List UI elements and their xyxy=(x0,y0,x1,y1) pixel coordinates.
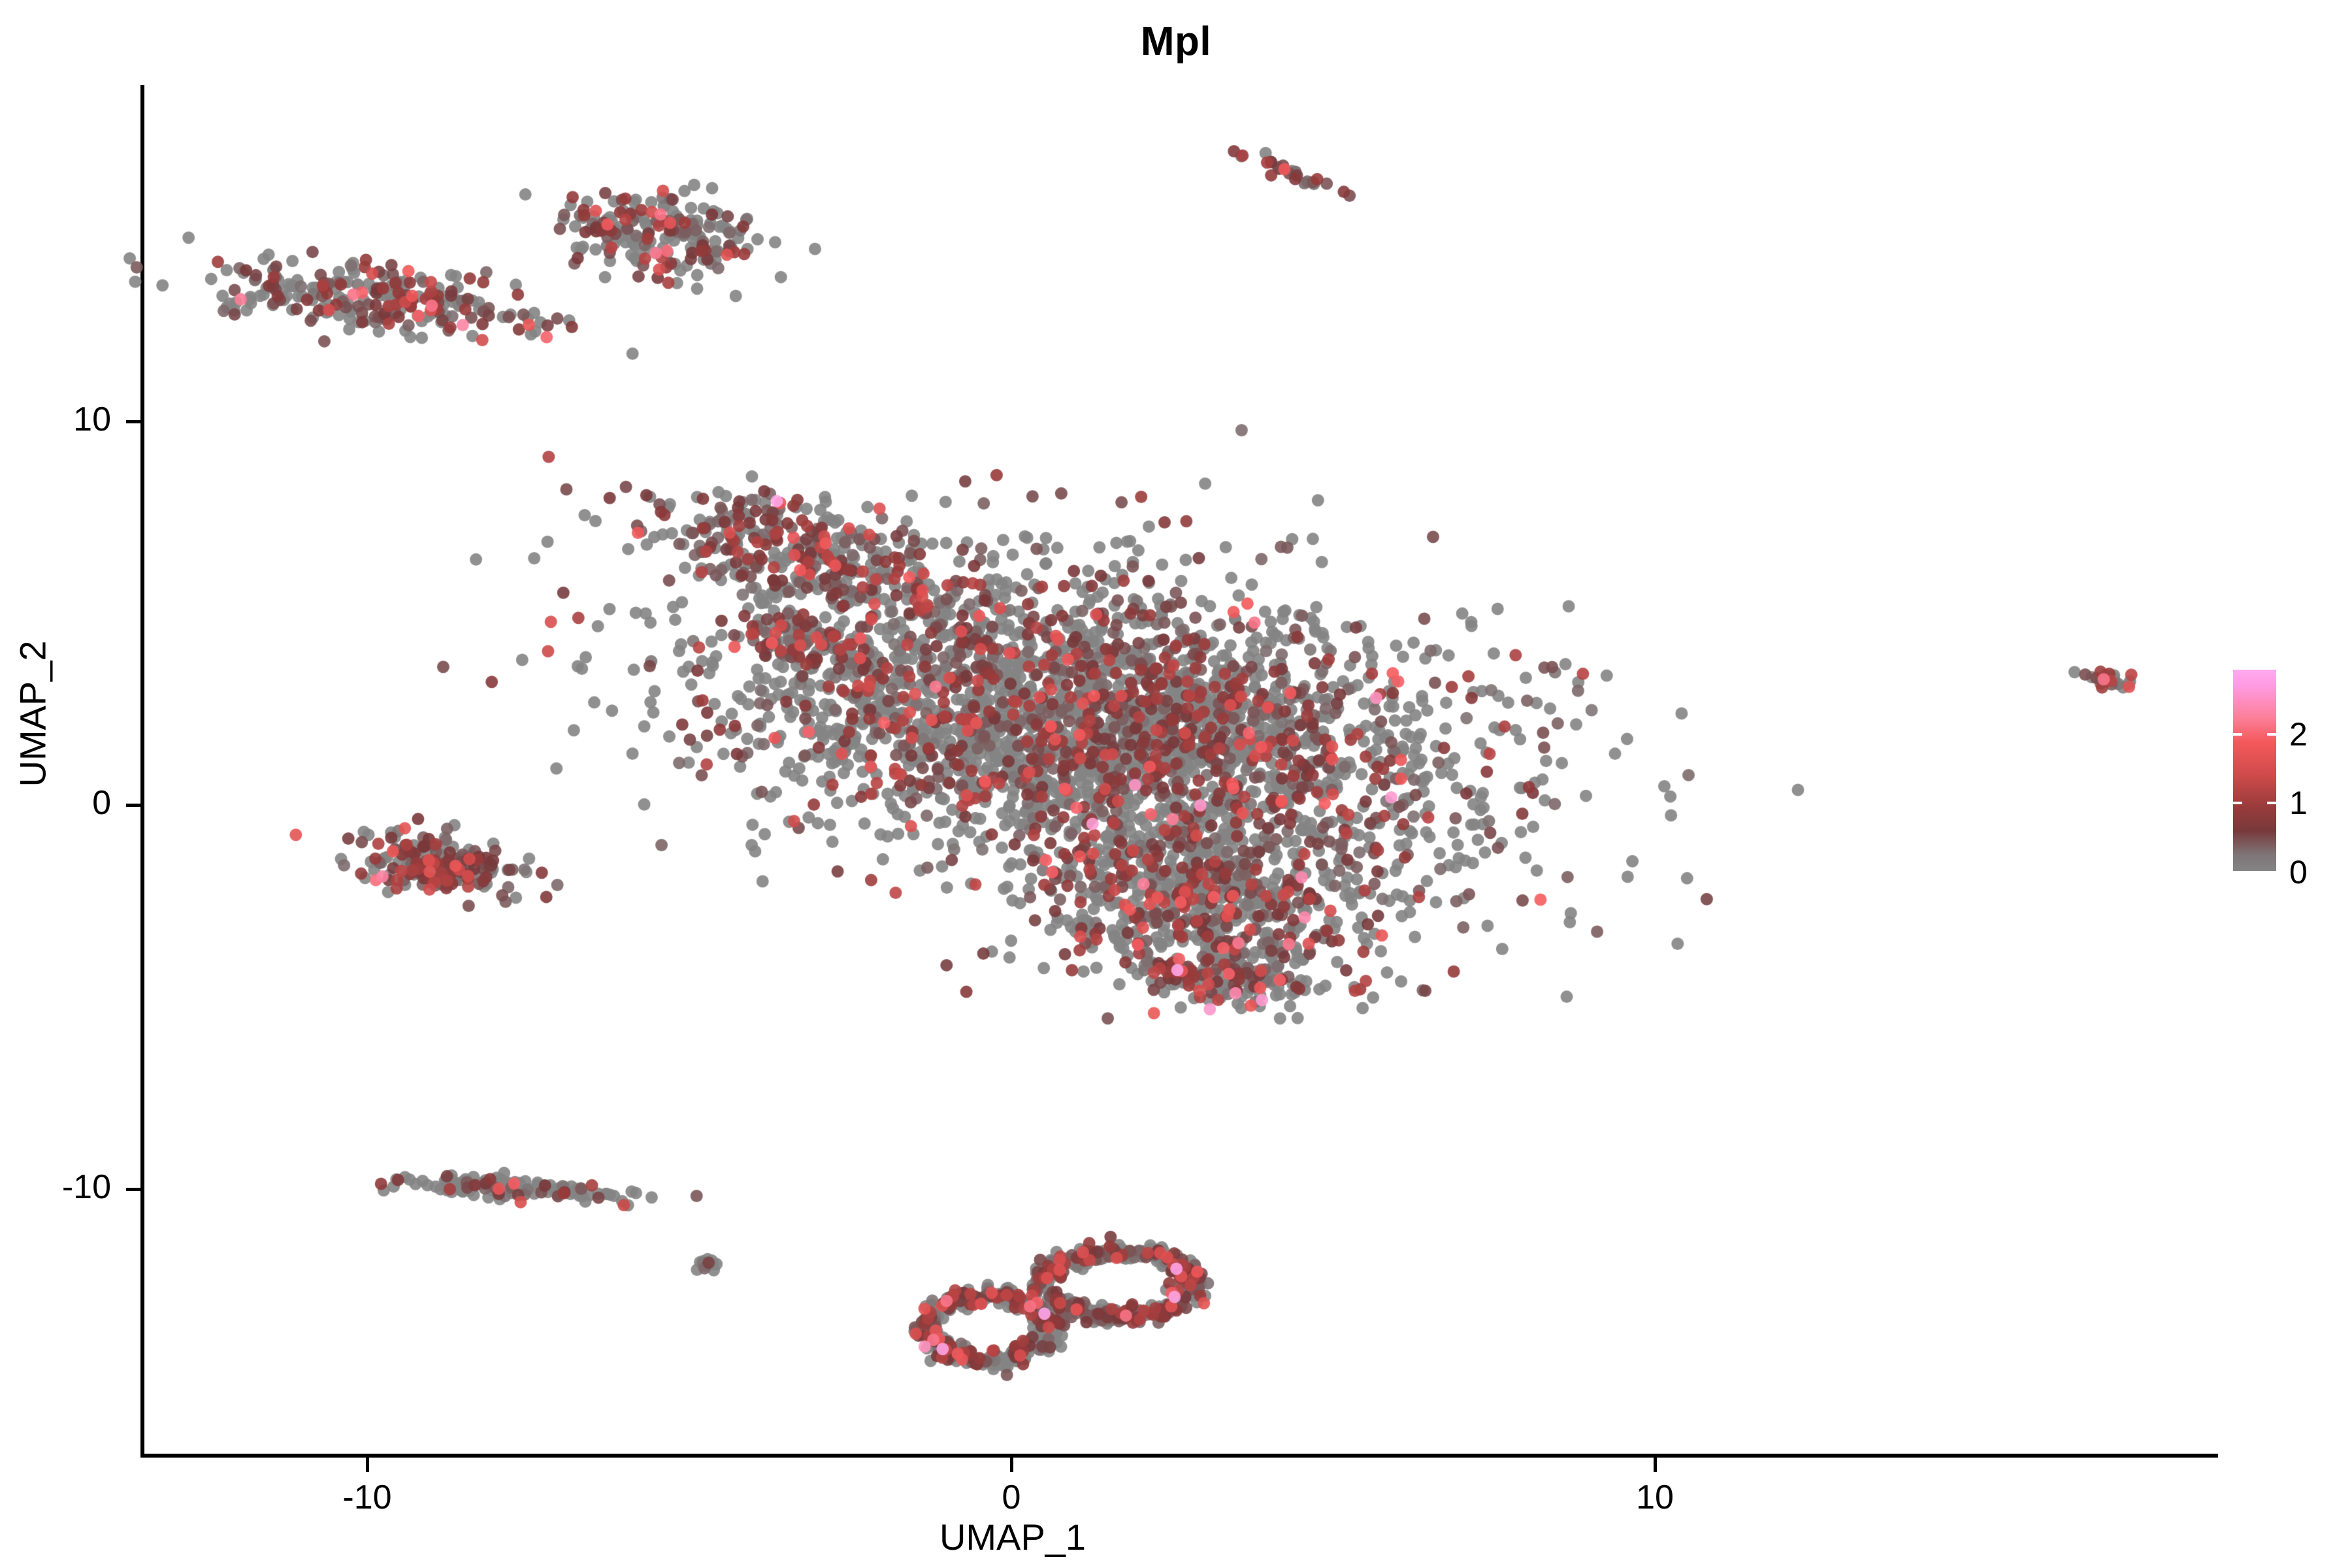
x-axis-label: UMAP_1 xyxy=(939,1516,1086,1558)
x-tick-label-10: 10 xyxy=(1636,1478,1674,1516)
x-tick-mark-0 xyxy=(1010,1458,1013,1472)
x-tick-label-0: 0 xyxy=(1002,1478,1021,1516)
y-tick-label-10: 10 xyxy=(73,400,111,438)
legend-colorbar xyxy=(2233,670,2276,871)
legend-label-1: 1 xyxy=(2289,785,2308,821)
color-legend: 2 1 0 xyxy=(2233,670,2338,890)
legend-label-2: 2 xyxy=(2289,716,2308,753)
legend-tick-mark-2 xyxy=(2233,733,2242,736)
legend-tick-mark-2-right xyxy=(2267,733,2276,736)
x-tick-mark-10 xyxy=(1654,1458,1657,1472)
y-axis-label: UMAP_2 xyxy=(12,640,54,787)
x-tick-mark-neg10 xyxy=(366,1458,369,1472)
y-tick-mark-10 xyxy=(126,420,140,423)
y-tick-mark-neg10 xyxy=(126,1188,140,1191)
legend-label-0: 0 xyxy=(2289,854,2308,890)
legend-tick-mark-1 xyxy=(2233,802,2242,804)
x-tick-label-neg10: -10 xyxy=(342,1478,392,1516)
y-tick-mark-0 xyxy=(126,804,140,807)
legend-tick-mark-1-right xyxy=(2267,802,2276,804)
y-tick-label-neg10: -10 xyxy=(61,1168,111,1206)
y-tick-label-0: 0 xyxy=(92,784,111,822)
